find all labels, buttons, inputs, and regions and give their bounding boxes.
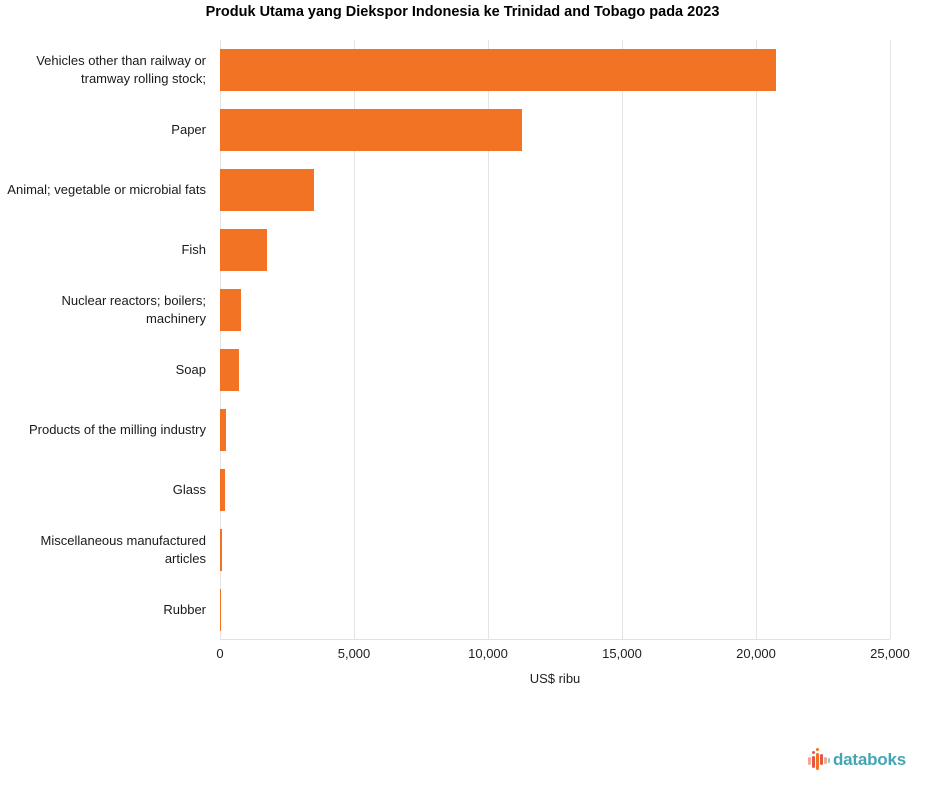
y-axis-labels: Vehicles other than railway or tramway r… bbox=[0, 40, 213, 640]
bar bbox=[220, 229, 267, 271]
y-axis-label: Paper bbox=[171, 122, 206, 137]
gridline bbox=[890, 40, 891, 639]
x-axis-title: US$ ribu bbox=[529, 671, 581, 686]
bar bbox=[220, 529, 223, 571]
bar bbox=[220, 49, 777, 91]
y-axis-label: Glass bbox=[172, 482, 206, 497]
y-axis-label: Miscellaneous manufactured articles bbox=[40, 533, 206, 566]
y-axis-label: Rubber bbox=[163, 602, 206, 617]
bar bbox=[220, 109, 522, 151]
y-axis-label: Products of the milling industry bbox=[28, 422, 206, 437]
y-axis-label: Nuclear reactors; boilers; machinery bbox=[61, 293, 207, 326]
x-tick-label: 15,000 bbox=[602, 646, 642, 661]
x-tick-label: 0 bbox=[216, 646, 224, 661]
bar bbox=[220, 349, 240, 391]
x-tick-label: 25,000 bbox=[870, 646, 910, 661]
x-tick-label: 5,000 bbox=[337, 646, 371, 661]
gridline bbox=[756, 40, 757, 639]
y-axis-label: Fish bbox=[181, 242, 206, 257]
bar bbox=[220, 469, 226, 511]
plot-area bbox=[220, 40, 891, 640]
x-tick-label: 10,000 bbox=[468, 646, 508, 661]
chart-title: Produk Utama yang Diekspor Indonesia ke … bbox=[205, 4, 720, 20]
gridline bbox=[622, 40, 623, 639]
databoks-logo-text: databoks bbox=[832, 750, 906, 769]
gridline bbox=[220, 40, 221, 639]
bar bbox=[220, 169, 314, 211]
databoks-bars-icon bbox=[807, 748, 830, 770]
gridline bbox=[488, 40, 489, 639]
y-axis-label: Vehicles other than railway or tramway r… bbox=[36, 53, 206, 86]
x-tick-label: 20,000 bbox=[736, 646, 776, 661]
bar bbox=[220, 409, 226, 451]
y-axis-label: Animal; vegetable or microbial fats bbox=[7, 182, 206, 197]
y-axis-label: Soap bbox=[175, 362, 206, 377]
gridline bbox=[354, 40, 355, 639]
bar bbox=[220, 589, 222, 631]
databoks-logo: databoks bbox=[807, 747, 906, 773]
bar bbox=[220, 289, 242, 331]
x-axis-ticks: 0 5,000 10,000 15,000 20,000 25,000 bbox=[216, 646, 910, 664]
